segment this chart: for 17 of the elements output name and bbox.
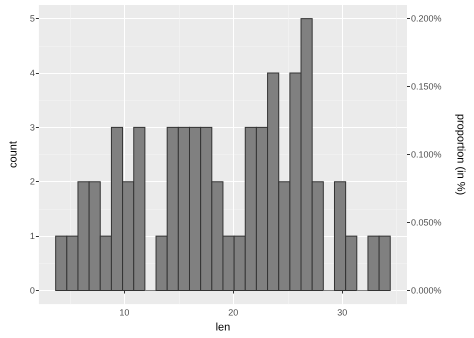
y2-tick-label: 0.200% (411, 14, 442, 24)
x-tick-label: 30 (337, 308, 348, 318)
y2-tick-label: 0.100% (411, 150, 442, 160)
x-tick-label: 20 (228, 308, 238, 318)
y-axis-title: count (8, 141, 20, 168)
y2-axis-title: proportion (in %) (454, 114, 466, 196)
y-tick-label: 1 (30, 231, 35, 242)
x-axis-title: len (216, 322, 230, 334)
y-tick-label: 2 (30, 176, 35, 187)
y-tick-label: 5 (30, 14, 35, 24)
y-tick-label: 0 (30, 286, 35, 296)
y2-tick-label: 0.150% (411, 82, 442, 92)
y-tick-label: 4 (30, 68, 35, 78)
y-tick-label: 3 (30, 122, 35, 132)
y2-tick-label: 0.000% (411, 286, 442, 296)
y2-tick-label: 0.050% (411, 218, 442, 228)
x-tick-label: 10 (119, 308, 130, 318)
